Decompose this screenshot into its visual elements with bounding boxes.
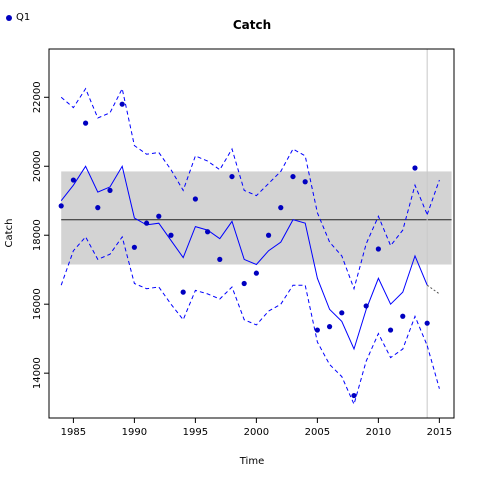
data-point bbox=[314, 327, 320, 333]
x-tick-label: 1990 bbox=[122, 427, 147, 438]
y-tick-label: 16000 bbox=[32, 288, 43, 320]
data-point bbox=[95, 205, 101, 211]
forecast-lower-line bbox=[426, 345, 440, 389]
x-tick-label: 2000 bbox=[244, 427, 269, 438]
data-point bbox=[82, 120, 89, 126]
data-point bbox=[204, 229, 211, 235]
data-point bbox=[290, 173, 296, 180]
y-axis-label: Catch bbox=[4, 219, 15, 248]
data-point bbox=[107, 187, 113, 193]
data-point bbox=[326, 324, 333, 330]
data-point bbox=[217, 256, 223, 262]
reference-band bbox=[61, 171, 452, 265]
y-tick-label: 22000 bbox=[32, 81, 43, 113]
data-point bbox=[192, 196, 198, 202]
lower-bound-line bbox=[60, 235, 428, 406]
data-point bbox=[58, 203, 64, 209]
data-point bbox=[278, 205, 284, 211]
forecast-upper-line bbox=[426, 179, 440, 215]
x-tick-label: 2015 bbox=[427, 427, 452, 438]
data-point bbox=[119, 101, 125, 107]
plot-area bbox=[58, 49, 452, 418]
axes: 1985 1990 1995 2000 2005 2010 2015 14000 16000 18… bbox=[32, 48, 455, 438]
data-point bbox=[302, 179, 308, 185]
data-point bbox=[412, 165, 418, 171]
data-point bbox=[180, 289, 186, 295]
x-tick-label: 1985 bbox=[61, 427, 86, 438]
data-point bbox=[375, 246, 381, 252]
data-point bbox=[265, 232, 272, 238]
legend: Q1 bbox=[6, 12, 30, 23]
plot-frame bbox=[48, 48, 455, 419]
data-point bbox=[351, 392, 357, 399]
x-tick-label: 1995 bbox=[183, 427, 208, 438]
data-point bbox=[241, 280, 247, 287]
upper-bound-line bbox=[60, 87, 428, 291]
data-point bbox=[339, 310, 345, 316]
fitted-line bbox=[60, 164, 428, 351]
data-point bbox=[400, 313, 406, 319]
legend-label: Q1 bbox=[16, 12, 31, 23]
x-tick-label: 2005 bbox=[305, 427, 330, 438]
data-point bbox=[143, 220, 150, 226]
y-tick-label: 20000 bbox=[32, 150, 43, 182]
data-point bbox=[253, 270, 259, 276]
data-point bbox=[424, 320, 430, 326]
data-point bbox=[363, 303, 369, 309]
data-point bbox=[387, 327, 394, 333]
data-point bbox=[168, 232, 174, 238]
x-axis-label: Time bbox=[239, 456, 264, 467]
chart-title: Catch bbox=[233, 18, 271, 32]
legend-marker-icon bbox=[6, 14, 12, 21]
data-point bbox=[229, 173, 235, 180]
data-point bbox=[70, 177, 76, 183]
y-tick-label: 18000 bbox=[32, 219, 43, 251]
data-point bbox=[131, 244, 137, 250]
x-tick-label: 2010 bbox=[366, 427, 391, 438]
data-point bbox=[156, 213, 162, 219]
y-tick-label: 14000 bbox=[32, 357, 43, 389]
forecast-central-line bbox=[426, 284, 440, 295]
